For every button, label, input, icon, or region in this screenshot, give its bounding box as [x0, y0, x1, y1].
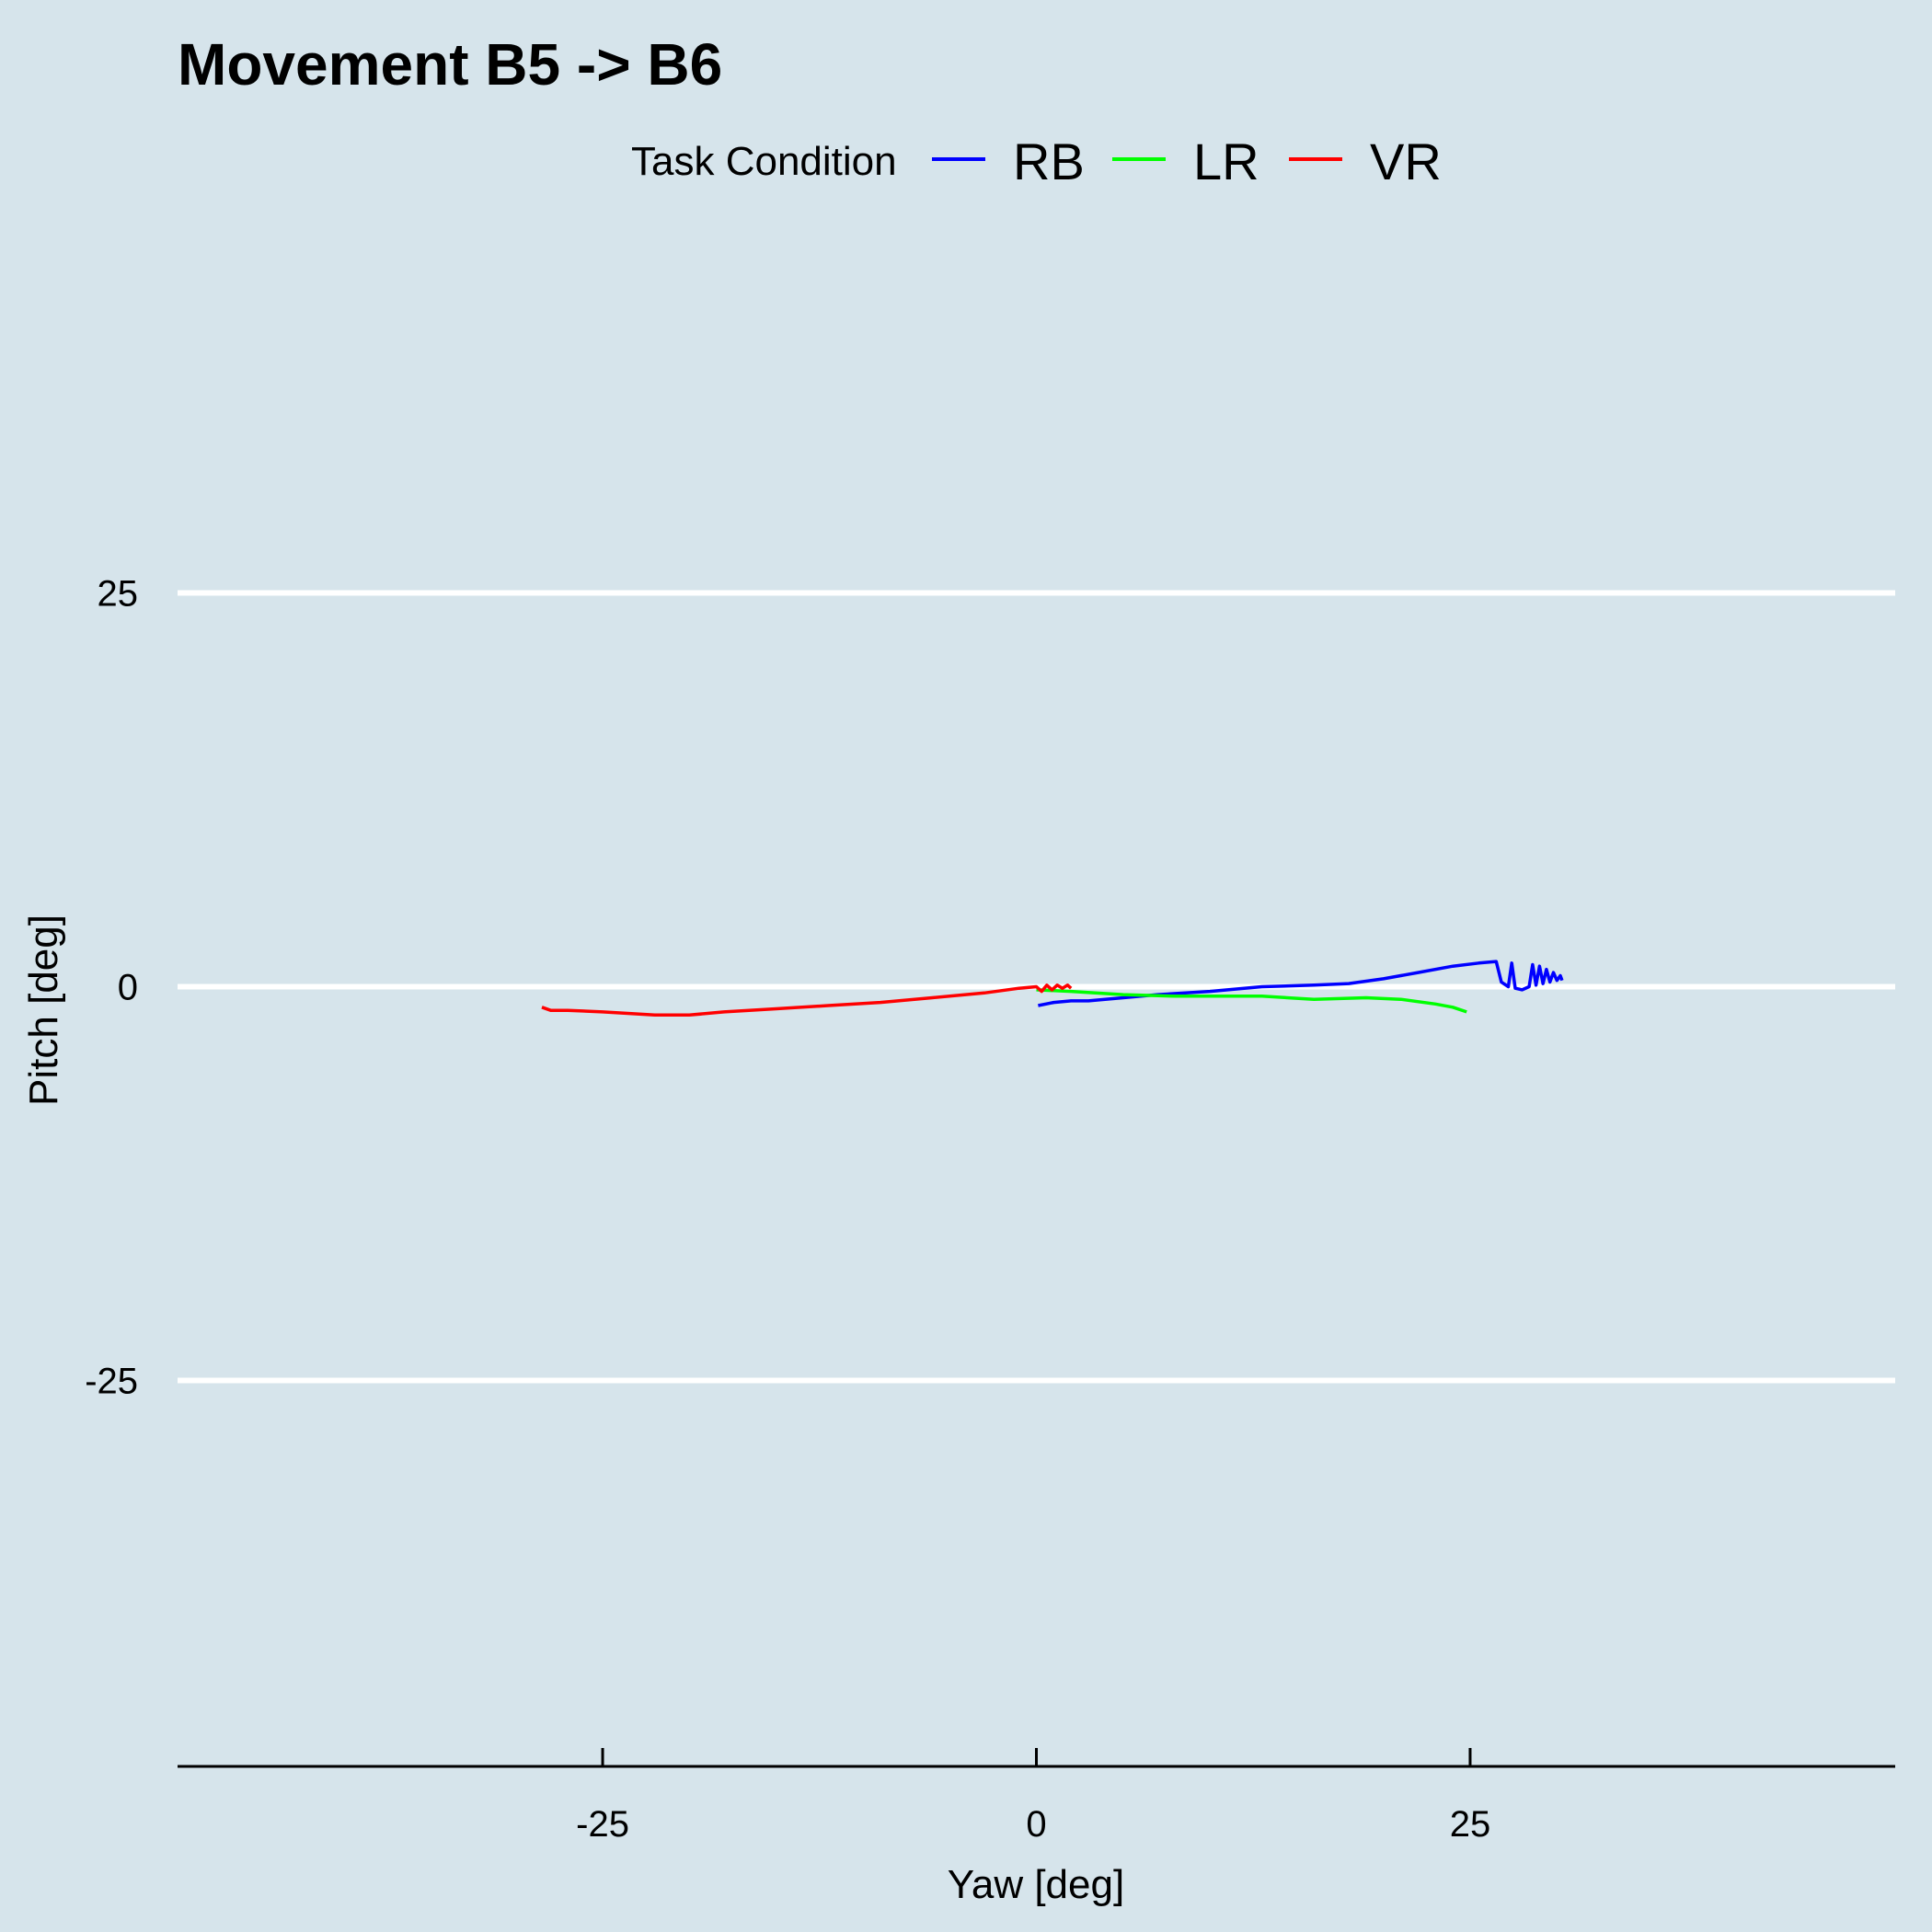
y-tick-label: 0 [118, 968, 138, 1008]
legend-label-lr: LR [1193, 132, 1259, 190]
y-axis-title: Pitch [deg] [21, 914, 66, 1106]
y-tick-label: 25 [98, 573, 139, 614]
x-axis: -25 0 25 [178, 1748, 1895, 1845]
x-tick-label: -25 [576, 1804, 629, 1845]
series-line-lr [1036, 988, 1467, 1014]
x-axis-title: Yaw [deg] [948, 1862, 1124, 1907]
series-layer [541, 960, 1564, 1018]
y-tick-label: -25 [85, 1362, 138, 1402]
legend: Task Condition RB LR VR [631, 132, 1442, 190]
legend-label-vr: VR [1370, 132, 1442, 190]
x-tick-label: 25 [1450, 1804, 1491, 1845]
chart-title: Movement B5 -> B6 [178, 31, 722, 98]
legend-label-rb: RB [1013, 132, 1085, 190]
series-line-vr [541, 983, 1073, 1018]
y-axis: 25 0 -25 [85, 573, 138, 1401]
x-tick-label: 0 [1026, 1804, 1046, 1845]
legend-title: Task Condition [631, 139, 897, 184]
